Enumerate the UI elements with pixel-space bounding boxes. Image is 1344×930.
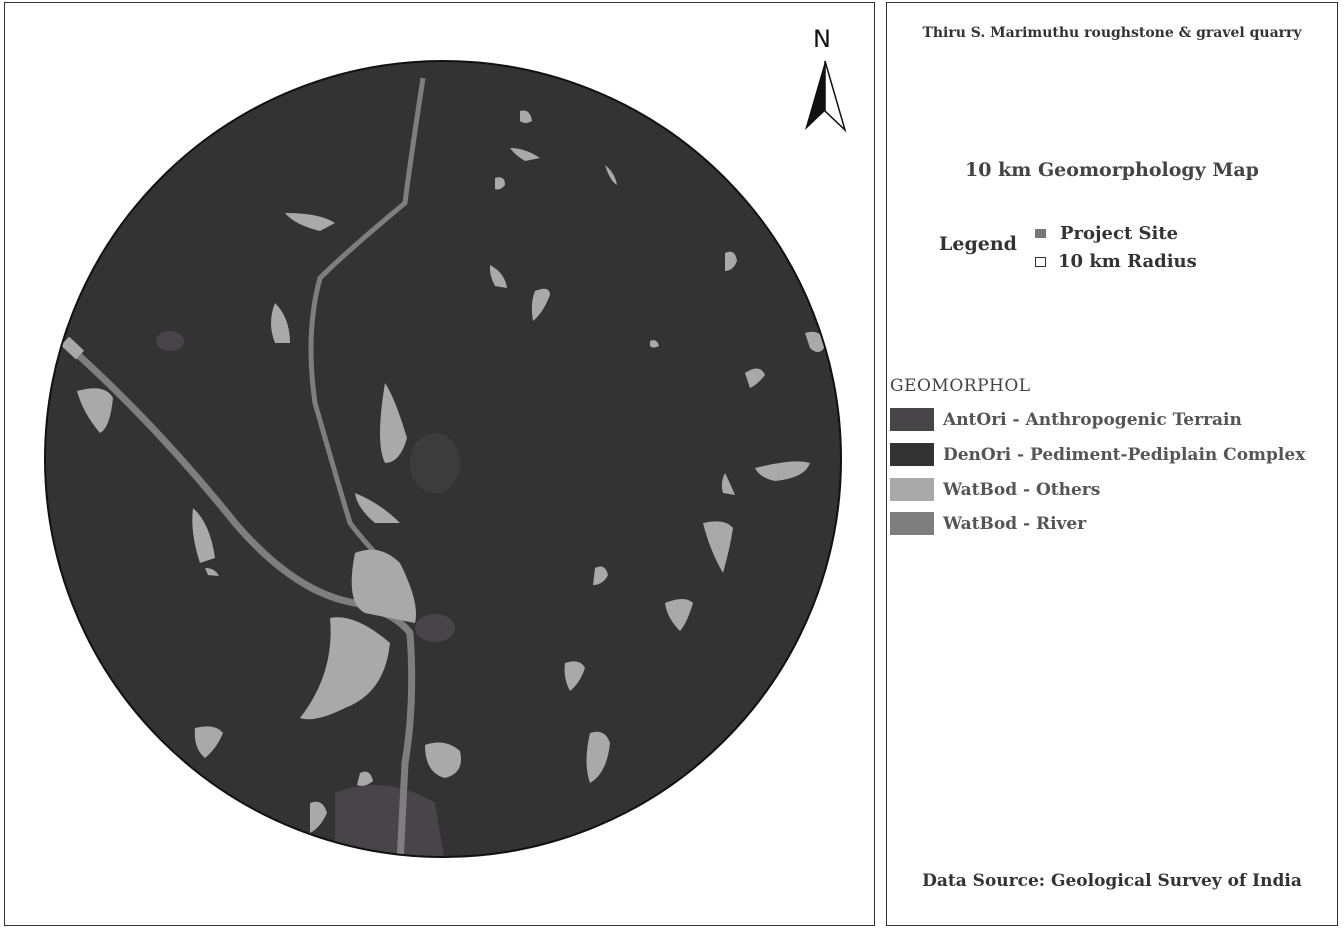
river: [308, 77, 426, 565]
water-body: [665, 599, 693, 631]
water-body: [351, 549, 416, 623]
water-body: [285, 213, 335, 231]
project-site-label: Project Site: [1060, 223, 1179, 244]
water-body: [721, 473, 735, 495]
anthropogenic-terrain-patch: [410, 433, 460, 493]
water-body: [425, 742, 461, 778]
geomorph-class: DenOri - Pediment-Pediplain Complex: [890, 443, 1305, 466]
water-body: [77, 388, 113, 433]
water-body: [510, 148, 540, 161]
class-swatch: [890, 478, 934, 501]
geomorph-class: AntOri - Anthropogenic Terrain: [890, 408, 1242, 431]
water-body: [745, 368, 765, 388]
class-label: DenOri - Pediment-Pediplain Complex: [943, 444, 1306, 465]
water-body: [357, 771, 373, 786]
class-label: WatBod - River: [943, 513, 1087, 534]
project-site-symbol: [1035, 229, 1046, 238]
project-title: Thiru S. Marimuthu roughstone & gravel q…: [922, 25, 1302, 41]
legend-project-site: Project Site: [1035, 223, 1178, 244]
geomorph-class: WatBod - River: [890, 512, 1086, 535]
anthropogenic-terrain-patch: [156, 331, 184, 351]
water-body: [564, 661, 585, 691]
north-label: N: [813, 25, 831, 53]
radius-label: 10 km Radius: [1058, 251, 1197, 272]
water-body: [531, 288, 550, 321]
class-label: AntOri - Anthropogenic Terrain: [943, 409, 1242, 430]
water-body: [586, 731, 610, 783]
legend-radius: 10 km Radius: [1035, 251, 1197, 272]
water-body: [192, 508, 215, 563]
water-body: [725, 251, 737, 271]
anthropogenic-terrain-patch: [335, 785, 445, 856]
water-body: [489, 265, 507, 288]
water-body: [755, 461, 810, 481]
water-body: [593, 566, 608, 585]
water-body: [380, 383, 407, 463]
radius-symbol: [1035, 256, 1046, 267]
legend-panel: Thiru S. Marimuthu roughstone & gravel q…: [886, 2, 1338, 926]
geomorph-heading: GEOMORPHOL: [890, 376, 1031, 396]
water-body: [310, 801, 327, 833]
geomorphology-map: [44, 60, 847, 858]
water-body: [703, 521, 733, 573]
anthropogenic-terrain-patch: [415, 614, 455, 642]
water-body: [271, 303, 290, 343]
legend-label: Legend: [939, 233, 1017, 255]
map-panel: N: [4, 2, 875, 926]
class-swatch: [890, 512, 934, 535]
water-body: [194, 726, 223, 758]
river-mouth: [60, 336, 85, 360]
water-body: [205, 568, 219, 576]
water-body: [300, 617, 390, 720]
geomorph-class: WatBod - Others: [890, 478, 1100, 501]
north-arrow-icon: [805, 60, 847, 133]
data-source: Data Source: Geological Survey of India: [922, 871, 1302, 891]
water-body: [520, 110, 532, 123]
class-swatch: [890, 408, 934, 431]
water-bodies: [77, 110, 827, 833]
water-body: [495, 177, 505, 190]
water-body: [605, 165, 617, 185]
class-label: WatBod - Others: [943, 479, 1101, 500]
map-title: 10 km Geomorphology Map: [965, 159, 1259, 181]
class-swatch: [890, 443, 934, 466]
water-body: [650, 340, 659, 348]
water-body: [355, 493, 400, 523]
